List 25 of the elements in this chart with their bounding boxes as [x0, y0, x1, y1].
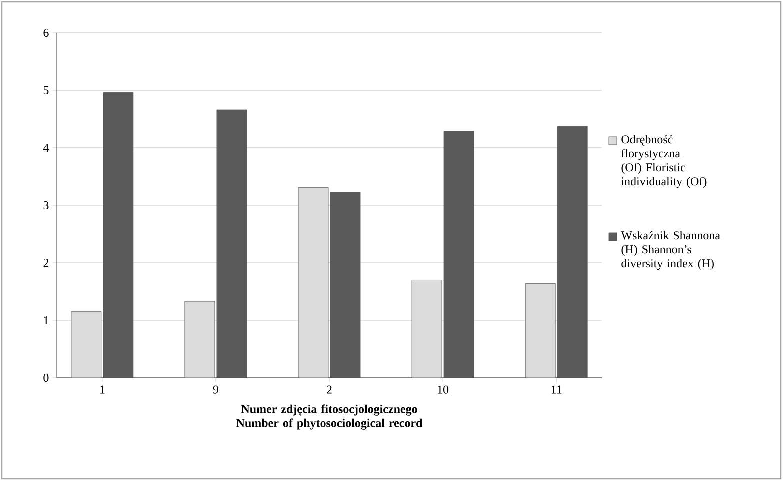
y-tick-label: 5 — [44, 86, 49, 94]
bar — [444, 131, 474, 378]
y-tick-label: 4 — [43, 144, 50, 152]
legend-label: Odrębność florystyczna (Of) Floristic individuality (Of) — [621, 135, 707, 188]
y-tick-label: 2 — [44, 259, 49, 267]
bar — [103, 92, 134, 378]
y-tick-label: 6 — [44, 28, 49, 38]
y-tick-label: 3 — [44, 201, 49, 210]
legend-label: Wskaźnik Shannona (H) Shannon’s diversity index (H) — [621, 231, 720, 270]
x-tick-label: 9 — [213, 386, 218, 394]
x-tick-label: 2 — [327, 386, 332, 394]
bar — [525, 283, 556, 378]
x-tick-label: 10 — [438, 386, 449, 394]
bar — [412, 280, 442, 378]
bar — [557, 126, 588, 378]
x-axis-title: Numer zdjęcia fitosocjologicznego Number of phytosociological record — [236, 404, 423, 430]
bar — [71, 312, 102, 378]
x-tick-label: 1 — [100, 386, 105, 394]
bar — [298, 187, 329, 378]
y-tick-label: 1 — [44, 316, 48, 324]
bar — [330, 192, 361, 378]
bar — [184, 301, 216, 378]
y-tick-label: 0 — [44, 374, 49, 382]
bar — [216, 110, 248, 378]
x-tick-label: 11 — [552, 386, 562, 394]
